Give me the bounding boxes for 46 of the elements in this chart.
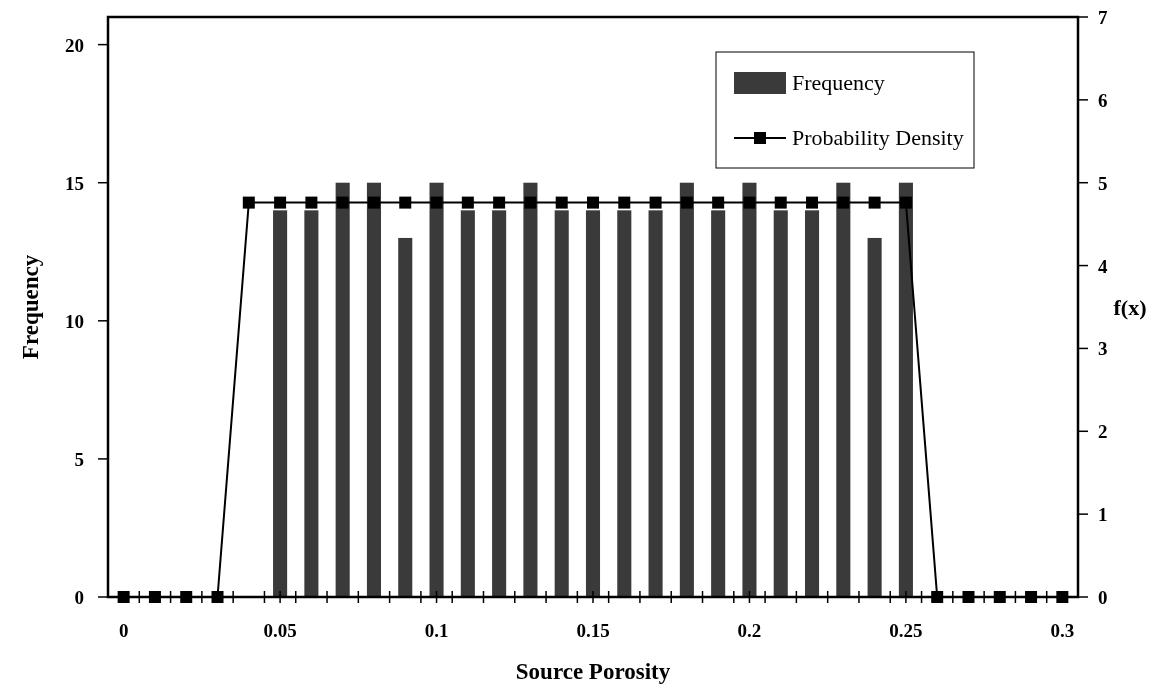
y2-tick-label: 0 [1098, 587, 1108, 608]
x-tick-label: 0.2 [737, 620, 762, 641]
y2-tick-label: 1 [1098, 504, 1108, 526]
legend-label: Frequency [792, 70, 885, 95]
bar [617, 210, 632, 597]
bar [711, 210, 726, 597]
bar [836, 182, 851, 597]
bar [335, 182, 350, 597]
bar [492, 210, 507, 597]
bar [273, 210, 288, 597]
x-axis-title: Source Porosity [515, 659, 671, 684]
x-tick-label: 0.25 [889, 620, 923, 641]
x-tick-label: 0.05 [263, 620, 297, 641]
y2-tick-label: 5 [1098, 172, 1108, 194]
y-tick-label: 15 [65, 172, 84, 194]
legend-label: Probability Density [792, 125, 964, 150]
bar [867, 237, 882, 597]
bar [398, 237, 413, 597]
bar [304, 210, 319, 597]
x-tick-label: 0.15 [576, 620, 610, 641]
y-axis-title: Frequency [18, 254, 43, 360]
x-tick-label: 0.1 [424, 620, 449, 641]
bar [460, 210, 475, 597]
bar [429, 182, 444, 597]
bar [585, 210, 601, 597]
y2-axis-title: f(x) [1113, 295, 1147, 320]
bar [773, 210, 788, 597]
x-tick-label: 0.3 [1050, 620, 1075, 641]
bar [804, 210, 820, 597]
bar [523, 182, 538, 597]
y2-tick-label: 6 [1098, 89, 1108, 111]
bar [679, 182, 694, 597]
x-tick-label: 0 [118, 620, 129, 641]
bar [648, 210, 663, 597]
y-tick-label: 20 [65, 34, 84, 56]
y-tick-label: 0 [74, 587, 84, 608]
bar [742, 182, 757, 597]
y2-tick-label: 7 [1098, 7, 1108, 28]
bar [366, 182, 382, 597]
bar [554, 210, 569, 597]
y2-tick-label: 2 [1098, 421, 1108, 443]
bar [898, 182, 913, 597]
y-tick-label: 10 [65, 310, 84, 332]
y-tick-label: 5 [74, 448, 84, 470]
y2-tick-label: 3 [1098, 338, 1108, 360]
y2-tick-label: 4 [1098, 255, 1108, 277]
